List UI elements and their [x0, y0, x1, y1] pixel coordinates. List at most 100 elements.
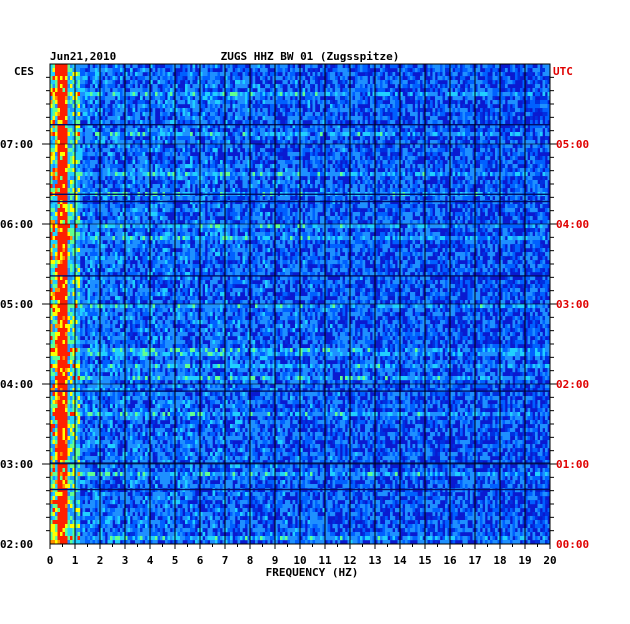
- spectrogram-cell: [270, 172, 273, 177]
- spectrogram-cell: [250, 104, 253, 109]
- spectrogram-cell: [497, 92, 501, 97]
- spectrogram-cell: [295, 104, 298, 109]
- spectrogram-cell: [545, 96, 548, 101]
- spectrogram-cell: [90, 84, 93, 89]
- spectrogram-cell: [95, 188, 98, 193]
- spectrogram-cell: [370, 120, 373, 125]
- spectrogram-cell: [90, 136, 93, 141]
- spectrogram-cell: [332, 124, 336, 129]
- spectrogram-cell: [87, 100, 91, 105]
- spectrogram-cell: [60, 196, 63, 201]
- spectrogram-cell: [327, 116, 331, 121]
- spectrogram-cell: [82, 76, 86, 81]
- spectrogram-cell: [112, 112, 116, 117]
- spectrogram-cell: [392, 104, 396, 109]
- spectrogram-cell: [242, 196, 246, 201]
- spectrogram-cell: [262, 116, 266, 121]
- spectrogram-cell: [335, 172, 338, 177]
- spectrogram-cell: [50, 140, 53, 145]
- spectrogram-cell: [497, 64, 501, 69]
- spectrogram-cell: [350, 176, 353, 181]
- spectrogram-cell: [92, 164, 96, 169]
- spectrogram-cell: [195, 168, 198, 173]
- spectrogram-cell: [467, 148, 471, 153]
- spectrogram-cell: [310, 160, 313, 165]
- spectrogram-cell: [397, 188, 401, 193]
- spectrogram-cell: [65, 88, 68, 93]
- spectrogram-cell: [85, 152, 88, 157]
- spectrogram-cell: [127, 140, 131, 145]
- spectrogram-cell: [530, 184, 533, 189]
- spectrogram-cell: [442, 188, 446, 193]
- spectrogram-cell: [510, 160, 513, 165]
- spectrogram-cell: [405, 148, 408, 153]
- spectrogram-cell: [57, 120, 61, 125]
- spectrogram-cell: [232, 120, 236, 125]
- spectrogram-cell: [522, 168, 526, 173]
- spectrogram-cell: [342, 148, 346, 153]
- spectrogram-cell: [432, 140, 436, 145]
- spectrogram-cell: [337, 120, 341, 125]
- spectrogram-cell: [57, 180, 61, 185]
- spectrogram-cell: [307, 148, 311, 153]
- spectrogram-cell: [222, 140, 226, 145]
- spectrogram-cell: [52, 140, 56, 145]
- spectrogram-cell: [362, 168, 366, 173]
- spectrogram-cell: [347, 104, 351, 109]
- spectrogram-cell: [270, 132, 273, 137]
- spectrogram-cell: [55, 176, 58, 181]
- spectrogram-cell: [210, 96, 213, 101]
- spectrogram-cell: [125, 104, 128, 109]
- spectrogram-cell: [50, 160, 53, 165]
- spectrogram-cell: [222, 88, 226, 93]
- spectrogram-cell: [202, 84, 206, 89]
- spectrogram-cell: [325, 140, 328, 145]
- spectrogram-cell: [290, 172, 293, 177]
- spectrogram-cell: [485, 140, 488, 145]
- spectrogram-cell: [210, 112, 213, 117]
- spectrogram-cell: [237, 104, 241, 109]
- spectrogram-cell: [242, 96, 246, 101]
- spectrogram-cell: [485, 72, 488, 77]
- spectrogram-cell: [397, 124, 401, 129]
- spectrogram-cell: [180, 164, 183, 169]
- spectrogram-cell: [225, 140, 228, 145]
- spectrogram-cell: [117, 68, 121, 73]
- spectrogram-cell: [300, 148, 303, 153]
- spectrogram-cell: [372, 164, 376, 169]
- spectrogram-cell: [235, 72, 238, 77]
- spectrogram-cell: [52, 88, 56, 93]
- spectrogram-cell: [500, 108, 503, 113]
- spectrogram-cell: [390, 172, 393, 177]
- spectrogram-cell: [115, 160, 118, 165]
- spectrogram-cell: [477, 168, 481, 173]
- spectrogram-cell: [502, 176, 506, 181]
- spectrogram-cell: [462, 140, 466, 145]
- spectrogram-cell: [167, 112, 171, 117]
- spectrogram-cell: [217, 100, 221, 105]
- spectrogram-cell: [440, 152, 443, 157]
- spectrogram-cell: [85, 160, 88, 165]
- spectrogram-cell: [192, 72, 196, 77]
- spectrogram-cell: [430, 168, 433, 173]
- spectrogram-cell: [67, 100, 71, 105]
- spectrogram-cell: [540, 188, 543, 193]
- spectrogram-cell: [475, 76, 478, 81]
- spectrogram-cell: [140, 180, 143, 185]
- spectrogram-cell: [460, 92, 463, 97]
- spectrogram-cell: [285, 164, 288, 169]
- spectrogram-cell: [110, 72, 113, 77]
- spectrogram-cell: [92, 172, 96, 177]
- spectrogram-cell: [312, 100, 316, 105]
- spectrogram-cell: [365, 164, 368, 169]
- spectrogram-cell: [325, 84, 328, 89]
- spectrogram-cell: [277, 136, 281, 141]
- spectrogram-cell: [357, 76, 361, 81]
- spectrogram-cell: [372, 84, 376, 89]
- spectrogram-cell: [375, 180, 378, 185]
- spectrogram-cell: [70, 104, 73, 109]
- spectrogram-cell: [137, 72, 141, 77]
- spectrogram-cell: [287, 188, 291, 193]
- spectrogram-cell: [265, 104, 268, 109]
- spectrogram-cell: [490, 88, 493, 93]
